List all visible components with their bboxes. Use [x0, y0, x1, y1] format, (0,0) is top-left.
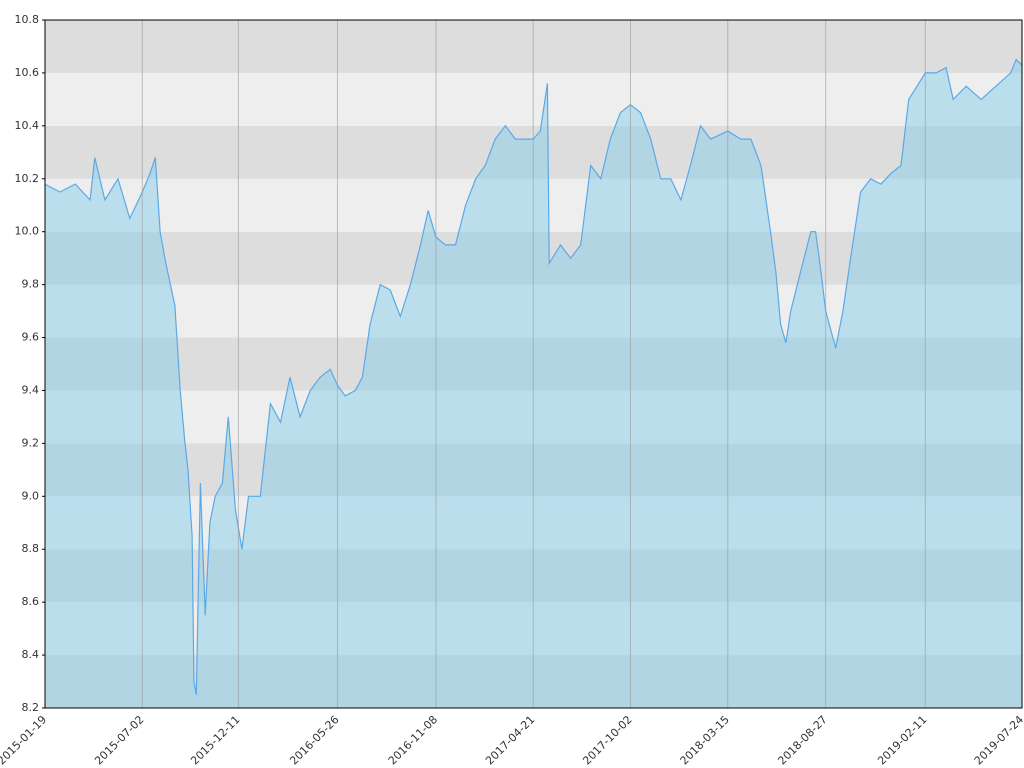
- x-tick-label: 2019-07-24: [972, 713, 1024, 767]
- y-tick-label: 8.6: [22, 595, 40, 608]
- y-tick-label: 8.2: [22, 701, 40, 714]
- x-tick-label: 2017-04-21: [483, 713, 537, 767]
- x-tick-label: 2015-01-19: [0, 713, 49, 767]
- x-tick-label: 2017-10-02: [580, 713, 634, 767]
- y-tick-label: 10.6: [15, 66, 40, 79]
- x-tick-label: 2018-03-15: [678, 713, 732, 767]
- y-tick-label: 8.8: [22, 542, 40, 555]
- y-tick-label: 9.2: [22, 436, 40, 449]
- x-tick-label: 2016-05-26: [287, 713, 341, 767]
- y-tick-label: 8.4: [22, 648, 40, 661]
- y-tick-label: 10.0: [15, 225, 40, 238]
- x-tick-label: 2015-12-11: [188, 713, 242, 767]
- y-tick-label: 10.8: [15, 13, 40, 26]
- y-tick-label: 10.2: [15, 172, 40, 185]
- y-tick-label: 9.8: [22, 278, 40, 291]
- y-tick-label: 10.4: [15, 119, 40, 132]
- y-tick-label: 9.0: [22, 489, 40, 502]
- y-tick-label: 9.4: [22, 383, 40, 396]
- y-tick-label: 9.6: [22, 331, 40, 344]
- x-tick-label: 2016-11-08: [386, 713, 440, 767]
- line: [44, 58, 1023, 695]
- x-tick-label: 2015-07-02: [92, 713, 146, 767]
- x-tick-label: 2018-08-27: [775, 713, 829, 767]
- x-tick-label: 2019-02-11: [875, 713, 929, 767]
- plot-border: [44, 19, 1023, 709]
